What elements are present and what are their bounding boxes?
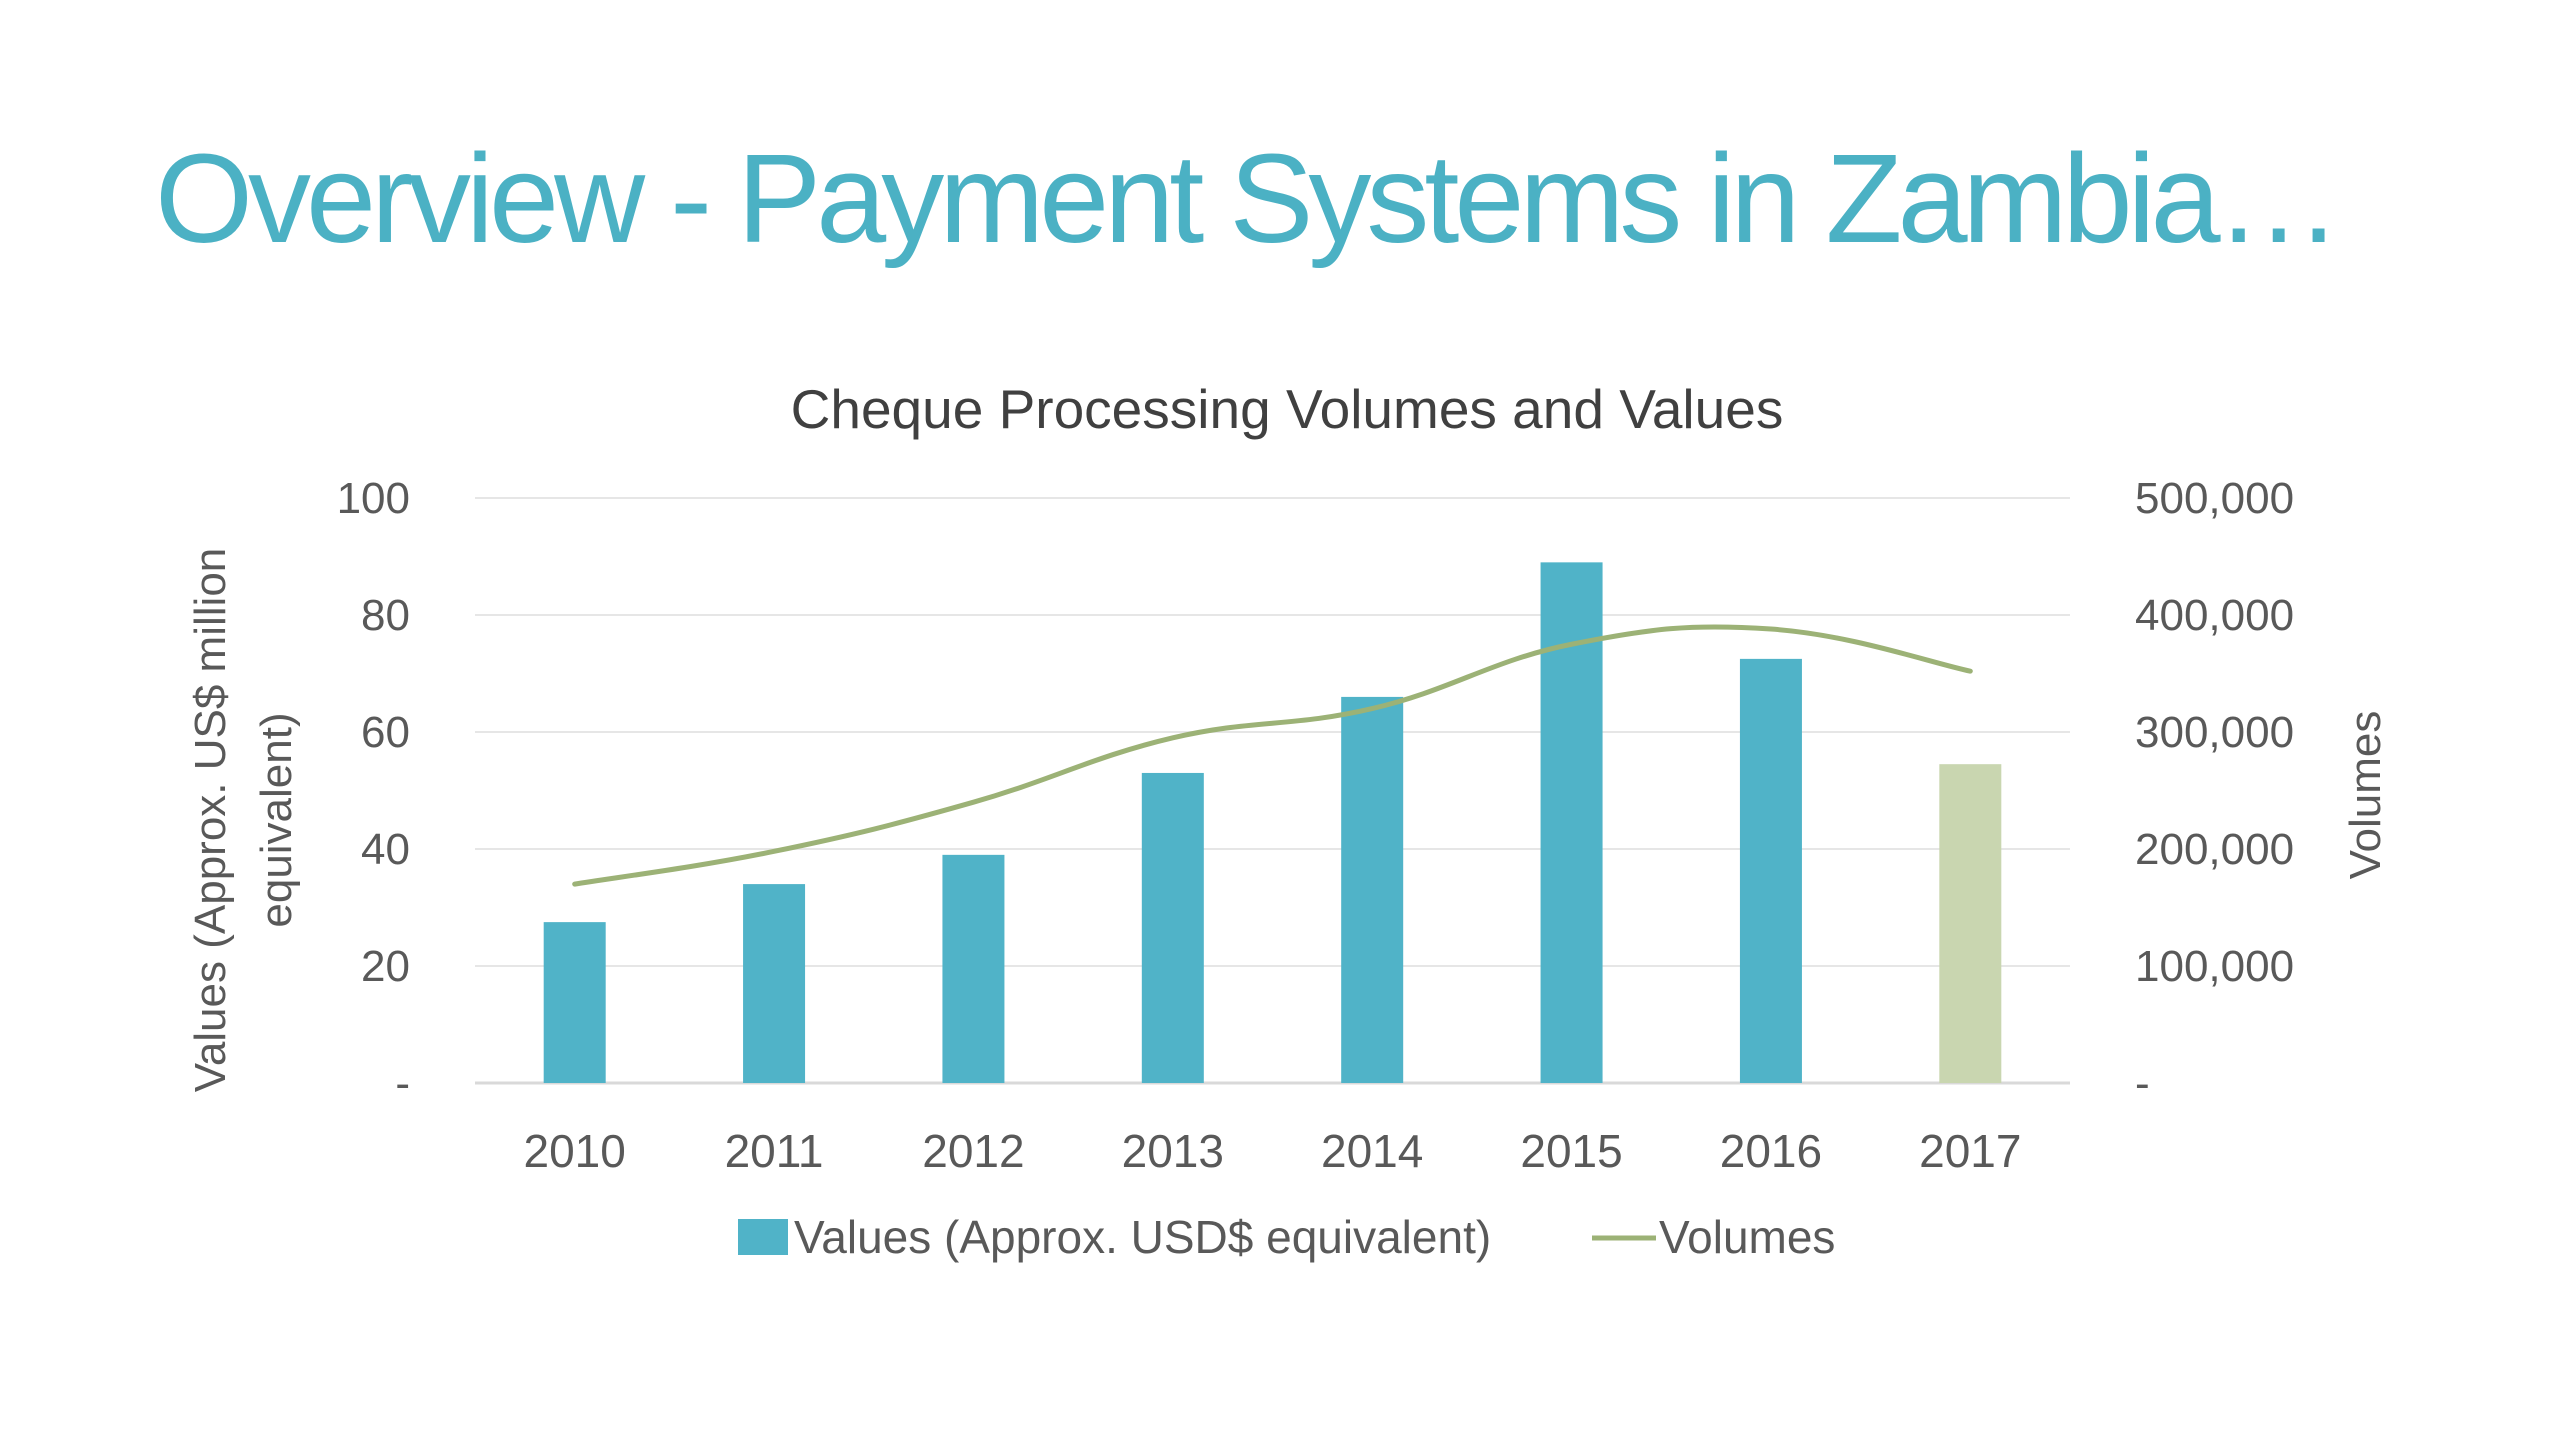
right-tick-label: 300,000 bbox=[2135, 708, 2294, 757]
left-tick-label: 60 bbox=[361, 708, 410, 757]
x-tick-label-2014: 2014 bbox=[1321, 1125, 1423, 1177]
x-tick-label-2017: 2017 bbox=[1919, 1125, 2021, 1177]
left-axis-label-line1: Values (Approx. US$ million bbox=[186, 548, 235, 1093]
bar-2012 bbox=[942, 854, 1005, 1083]
right-tick-label: 200,000 bbox=[2135, 825, 2294, 874]
bar-2013 bbox=[1141, 772, 1204, 1083]
legend: Values (Approx. USD$ equivalent) Volumes bbox=[738, 1211, 1835, 1263]
right-tick-label: 100,000 bbox=[2135, 942, 2294, 991]
bar-2017 bbox=[1939, 764, 2002, 1083]
right-tick-label: - bbox=[2135, 1059, 2150, 1108]
chart-title: Cheque Processing Volumes and Values bbox=[791, 378, 1784, 440]
bar-2016 bbox=[1739, 658, 1802, 1083]
x-tick-label-2016: 2016 bbox=[1720, 1125, 1822, 1177]
volume-line bbox=[572, 624, 1973, 887]
legend-values-label: Values (Approx. USD$ equivalent) bbox=[794, 1211, 1491, 1263]
left-tick-label: 40 bbox=[361, 825, 410, 874]
x-tick-label-2012: 2012 bbox=[922, 1125, 1024, 1177]
slide-title: Overview - Payment Systems in Zambia… bbox=[155, 128, 2342, 269]
x-tick-label-2011: 2011 bbox=[725, 1125, 824, 1177]
bars bbox=[543, 562, 2002, 1083]
bar-2014 bbox=[1341, 696, 1404, 1083]
legend-values-swatch bbox=[738, 1219, 788, 1255]
left-tick-label: 20 bbox=[361, 942, 410, 991]
right-tick-label: 400,000 bbox=[2135, 591, 2294, 640]
x-tick-label-2015: 2015 bbox=[1520, 1125, 1622, 1177]
left-axis-ticks: - 20 40 60 80 100 bbox=[337, 474, 410, 1108]
right-axis-label: Volumes bbox=[2341, 711, 2390, 880]
x-tick-label-2013: 2013 bbox=[1122, 1125, 1224, 1177]
x-axis-ticks: 2010 2011 2012 2013 2014 2015 2016 2017 bbox=[524, 1125, 2022, 1177]
gridlines bbox=[475, 497, 2070, 1085]
right-tick-label: 500,000 bbox=[2135, 474, 2294, 523]
bar-2011 bbox=[743, 884, 806, 1083]
left-tick-label: 80 bbox=[361, 591, 410, 640]
left-tick-label: - bbox=[395, 1059, 410, 1108]
x-tick-label-2010: 2010 bbox=[524, 1125, 626, 1177]
bar-2010 bbox=[543, 922, 606, 1083]
left-axis-label-line2: equivalent) bbox=[252, 712, 301, 927]
legend-volumes-label: Volumes bbox=[1659, 1211, 1835, 1263]
volume-line-group bbox=[572, 624, 1973, 887]
left-tick-label: 100 bbox=[337, 474, 410, 523]
right-axis-ticks: - 100,000 200,000 300,000 400,000 500,000 bbox=[2135, 474, 2294, 1108]
